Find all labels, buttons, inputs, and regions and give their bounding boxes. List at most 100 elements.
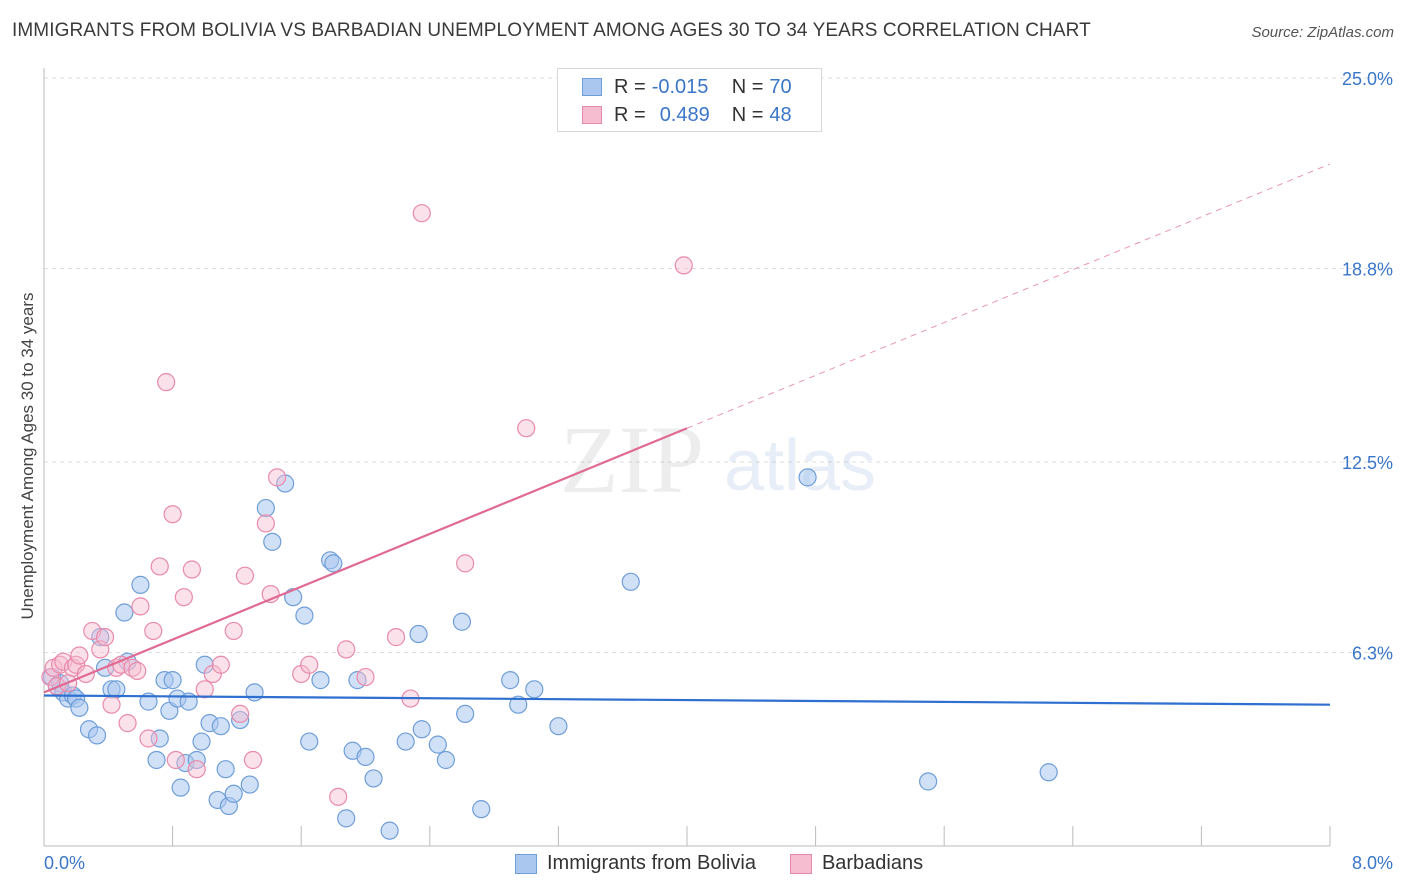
point-bolivia xyxy=(436,750,455,770)
trend-line-barbadians xyxy=(43,427,688,694)
point-bolivia xyxy=(192,732,211,751)
legend-row-barbadians: R = 0.489 N = 48 xyxy=(582,101,792,129)
point-bolivia xyxy=(115,603,134,622)
point-bolivia xyxy=(139,692,158,711)
grid-lines xyxy=(44,77,1394,653)
legend-r-value-barbadians: 0.489 xyxy=(659,103,710,126)
point-bolivia xyxy=(131,575,150,594)
trend-line-bolivia xyxy=(43,694,1331,706)
legend-n-label: N = xyxy=(731,103,764,126)
point-bolivia xyxy=(356,747,375,767)
point-barbadians xyxy=(337,640,356,659)
point-bolivia xyxy=(147,750,166,770)
point-barbadians xyxy=(187,760,206,779)
y-tick-label: 18.8% xyxy=(1342,259,1393,279)
watermark: ZIP atlas xyxy=(560,406,876,513)
point-bolivia xyxy=(621,572,640,591)
point-barbadians xyxy=(456,554,475,573)
point-bolivia xyxy=(211,717,230,736)
point-bolivia xyxy=(284,588,303,607)
point-barbadians xyxy=(267,468,287,487)
source-label: Source: ZipAtlas.com xyxy=(1251,24,1394,41)
point-barbadians xyxy=(163,505,182,524)
point-barbadians xyxy=(102,695,121,714)
point-bolivia xyxy=(452,612,472,631)
trend-lines xyxy=(43,163,1331,706)
point-bolivia xyxy=(409,624,428,644)
point-bolivia xyxy=(311,671,330,690)
point-bolivia xyxy=(240,775,259,794)
legend-n-label: N = xyxy=(731,75,764,98)
legend-swatch-bolivia xyxy=(582,78,602,96)
watermark-atlas: atlas xyxy=(724,426,876,506)
point-barbadians xyxy=(118,714,137,733)
point-barbadians xyxy=(243,750,263,770)
y-axis-label: Unemployment Among Ages 30 to 34 years xyxy=(18,292,37,620)
legend-swatch-barbadians xyxy=(582,106,602,124)
point-bolivia xyxy=(456,704,475,724)
y-tick-label: 12.5% xyxy=(1342,453,1393,473)
point-bolivia xyxy=(163,671,182,690)
point-barbadians xyxy=(166,750,185,770)
point-barbadians xyxy=(235,566,255,585)
point-bolivia xyxy=(87,726,107,745)
chart-title: IMMIGRANTS FROM BOLIVIA VS BARBADIAN UNE… xyxy=(12,20,1091,41)
point-barbadians xyxy=(329,787,348,806)
point-barbadians xyxy=(182,560,201,579)
point-barbadians xyxy=(144,621,163,641)
watermark-zip: ZIP xyxy=(560,406,704,513)
point-bolivia xyxy=(501,671,520,690)
y-tick-label: 25.0% xyxy=(1342,69,1393,89)
point-bolivia xyxy=(70,698,89,717)
point-bolivia xyxy=(919,772,938,791)
tick-labels: 6.3% 12.5% 18.8% 25.0% 0.0% 8.0% xyxy=(44,69,1393,873)
point-barbadians xyxy=(95,628,115,647)
point-barbadians xyxy=(150,557,169,576)
point-bolivia xyxy=(300,732,319,751)
point-bolivia xyxy=(337,809,356,828)
legend-r-label: R = xyxy=(614,103,646,126)
point-barbadians xyxy=(76,664,95,684)
point-barbadians xyxy=(412,204,431,223)
trend-line-barbadians-extrapolated xyxy=(686,163,1331,429)
legend-item-bolivia[interactable]: Immigrants from Bolivia xyxy=(515,852,756,875)
point-barbadians xyxy=(300,655,319,674)
point-bolivia xyxy=(549,717,568,736)
legend-r-label: R = xyxy=(614,75,646,98)
point-barbadians xyxy=(256,514,275,533)
legend-label-barbadians: Barbadians xyxy=(821,852,924,874)
point-barbadians xyxy=(131,597,150,616)
y-tick-label: 6.3% xyxy=(1352,643,1393,663)
point-barbadians xyxy=(70,646,89,665)
point-bolivia xyxy=(224,784,243,803)
x-tick-label-max: 8.0% xyxy=(1352,853,1393,873)
legend-r-value-bolivia: -0.015 xyxy=(651,75,709,98)
series-bolivia-points xyxy=(42,468,1058,840)
point-barbadians xyxy=(139,729,158,748)
x-tick-label-min: 0.0% xyxy=(44,853,85,873)
legend-swatch-barbadians xyxy=(789,853,812,874)
point-barbadians xyxy=(123,658,142,677)
legend-label-bolivia: Immigrants from Bolivia xyxy=(547,852,756,874)
point-barbadians xyxy=(224,621,243,641)
point-bolivia xyxy=(364,769,383,788)
point-bolivia xyxy=(256,498,275,518)
point-bolivia xyxy=(231,710,250,730)
point-barbadians xyxy=(211,655,230,674)
legend-row-bolivia: R = -0.015 N = 70 xyxy=(582,73,792,101)
point-bolivia xyxy=(216,760,235,779)
point-bolivia xyxy=(798,468,817,487)
point-barbadians xyxy=(517,419,536,438)
point-barbadians xyxy=(174,588,193,607)
point-bolivia xyxy=(396,732,415,751)
point-bolivia xyxy=(509,695,528,714)
point-barbadians xyxy=(386,628,406,647)
correlation-legend: R = -0.015 N = 70 R = 0.489 N = 48 xyxy=(557,68,822,132)
legend-n-value-bolivia: 70 xyxy=(769,75,792,98)
point-bolivia xyxy=(412,720,431,739)
point-bolivia xyxy=(380,821,399,840)
legend-item-barbadians[interactable]: Barbadians xyxy=(789,852,924,875)
point-barbadians xyxy=(231,704,250,724)
legend-swatch-bolivia xyxy=(515,853,537,874)
